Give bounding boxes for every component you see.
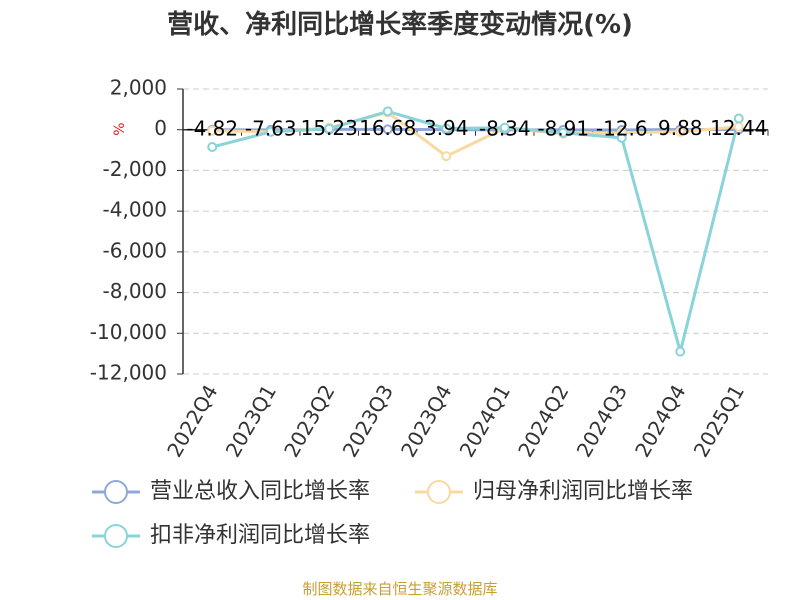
source-footer: 制图数据来自恒生聚源数据库 [302,580,498,598]
legend-marker-icon [104,480,128,504]
series-3-point [382,106,393,117]
data-label: -7.63 [245,116,297,140]
x-tick-label: 2025Q1 [689,381,749,462]
series-points [207,106,744,357]
data-label: 15.23 [301,116,358,140]
series-3-point [265,126,276,137]
data-labels: -4.82 -7.63 15.23 16.68 3.94 -8.34 -8.91 -12.6 9… [186,116,767,141]
series-3-point [207,142,218,153]
y-tick-label: 2,000 [110,76,167,100]
series-3-point [558,127,569,138]
data-label: 12.44 [710,116,767,140]
y-tick-label: -12,000 [90,361,167,385]
y-tick-label: -6,000 [103,238,167,262]
legend-label: 营业总收入同比增长率 [150,479,370,504]
x-tick-label: 2023Q2 [279,381,339,462]
y-tick-label: 0 [154,116,167,140]
series-2-point [675,126,686,137]
data-label: 16.68 [359,116,416,140]
series-2-point [207,125,218,136]
legend-item-1: 营业总收入同比增长率 [92,479,370,504]
data-label: -8.34 [479,116,531,140]
x-tick-label: 2022Q4 [162,381,222,462]
x-tick-label: 2023Q4 [396,381,456,462]
data-label: -8.91 [537,116,589,140]
legend-item-3: 扣非净利润同比增长率 [92,523,370,548]
data-label: 9.88 [658,116,703,140]
chart-title: 营收、净利同比增长率季度变动情况(%) [167,10,633,40]
x-tick-label: 2024Q1 [455,381,515,462]
y-tick-labels: 2,000 0 -2,000 -4,000 -6,000 -8,000 -10,000 -12… [90,76,167,385]
y-tick-label: -4,000 [103,198,167,222]
x-tick-label: 2023Q3 [338,381,398,462]
legend-marker-icon [104,524,128,548]
y-tick-label: -10,000 [90,320,167,344]
series-3-point [616,132,627,143]
data-label: -12.6 [596,116,648,140]
x-tick-label: 2024Q2 [513,381,573,462]
legend-label: 扣非净利润同比增长率 [150,523,370,548]
series-lines [211,109,741,354]
data-label: 3.94 [424,116,469,140]
data-label: -4.82 [186,116,238,140]
legend-label: 归母净利润同比增长率 [473,479,693,504]
series-3-point [324,123,335,134]
y-unit-label: % [112,122,128,135]
y-tick-label: -2,000 [103,157,167,181]
x-tick-label: 2023Q1 [221,381,281,462]
series-3-point [441,123,452,134]
series-line-3 [211,109,741,354]
gridlines [183,88,768,375]
legend-marker-icon [427,480,451,504]
x-tick-label: 2024Q3 [572,381,632,462]
series-3-point [499,122,510,133]
legend-item-2: 归母净利润同比增长率 [415,479,693,504]
x-tick-label: 2024Q4 [630,381,690,462]
series-1-point [382,124,393,135]
series-2-point [441,151,452,162]
x-tick-labels: 2022Q42023Q12023Q22023Q32023Q42024Q12024… [162,381,749,462]
series-3-point [733,113,744,124]
y-tick-label: -8,000 [103,279,167,303]
series-3-point [675,346,686,357]
